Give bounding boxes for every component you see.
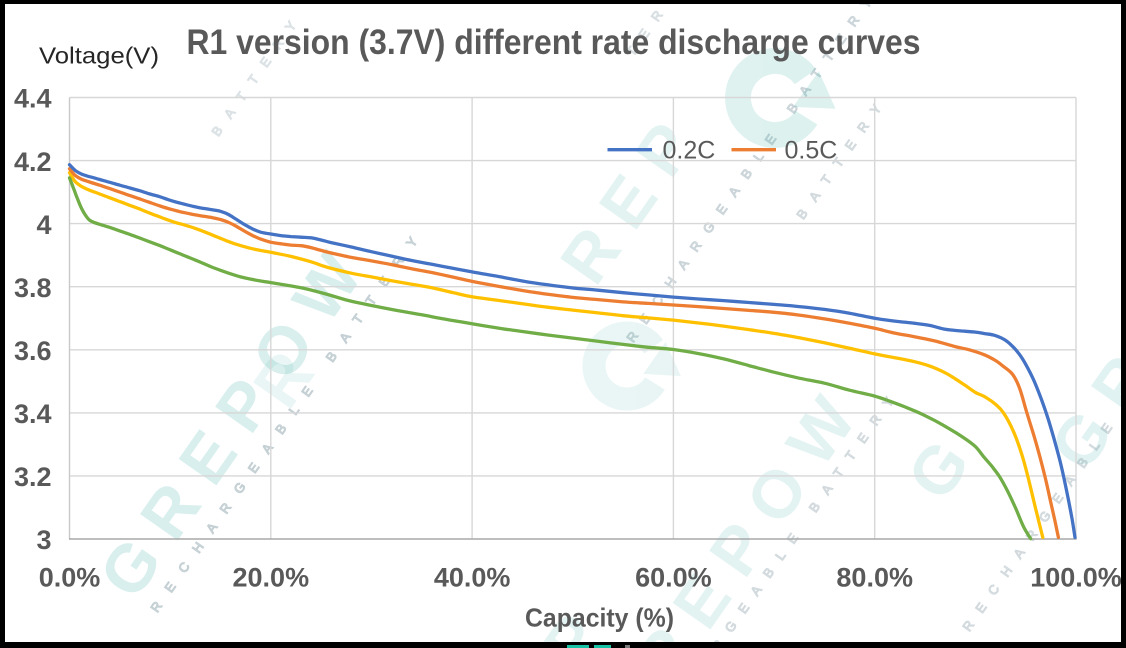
svg-text:Voltage(V): Voltage(V) bbox=[39, 43, 159, 69]
svg-text:60.0%: 60.0% bbox=[635, 562, 712, 592]
svg-text:0.5C: 0.5C bbox=[785, 137, 838, 165]
svg-text:3.8: 3.8 bbox=[14, 273, 52, 303]
svg-text:R1 version (3.7V) different ra: R1 version (3.7V) different rate dischar… bbox=[187, 23, 921, 62]
svg-text:3.6: 3.6 bbox=[14, 336, 52, 366]
svg-text:3: 3 bbox=[36, 525, 51, 555]
svg-text:0.0%: 0.0% bbox=[39, 562, 101, 592]
svg-text:80.0%: 80.0% bbox=[836, 562, 913, 592]
svg-text:4.4: 4.4 bbox=[14, 84, 52, 114]
svg-text:4.2: 4.2 bbox=[14, 147, 52, 177]
svg-text:20.0%: 20.0% bbox=[233, 562, 310, 592]
svg-text:40.0%: 40.0% bbox=[434, 562, 511, 592]
svg-text:100.0%: 100.0% bbox=[1030, 562, 1122, 592]
svg-text:4: 4 bbox=[36, 210, 51, 240]
svg-text:3.2: 3.2 bbox=[14, 462, 52, 492]
svg-text:0.2C: 0.2C bbox=[663, 137, 716, 165]
svg-text:3.4: 3.4 bbox=[14, 399, 52, 429]
svg-text:Capacity (%): Capacity (%) bbox=[525, 603, 674, 633]
